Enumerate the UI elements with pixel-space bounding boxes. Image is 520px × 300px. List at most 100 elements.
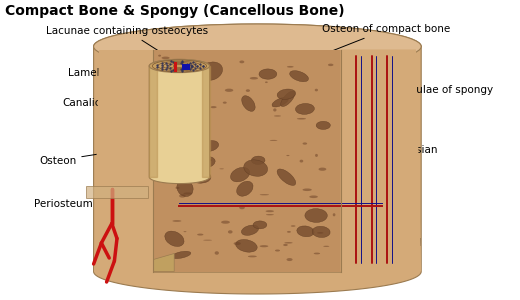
Ellipse shape bbox=[219, 168, 224, 169]
Text: Haversian
canal: Haversian canal bbox=[349, 145, 437, 167]
Ellipse shape bbox=[297, 226, 314, 237]
Ellipse shape bbox=[287, 66, 294, 68]
Ellipse shape bbox=[188, 155, 194, 157]
Ellipse shape bbox=[165, 111, 171, 112]
Ellipse shape bbox=[242, 96, 255, 111]
Ellipse shape bbox=[185, 148, 205, 164]
Ellipse shape bbox=[303, 142, 307, 145]
Ellipse shape bbox=[316, 121, 330, 129]
Ellipse shape bbox=[265, 81, 268, 83]
Ellipse shape bbox=[266, 214, 274, 215]
Ellipse shape bbox=[228, 230, 232, 234]
Ellipse shape bbox=[203, 240, 212, 241]
Ellipse shape bbox=[233, 242, 241, 245]
Ellipse shape bbox=[290, 71, 308, 82]
Ellipse shape bbox=[287, 258, 293, 261]
Polygon shape bbox=[94, 24, 421, 294]
Text: Periosteum: Periosteum bbox=[34, 192, 119, 209]
Ellipse shape bbox=[287, 231, 291, 233]
Ellipse shape bbox=[287, 155, 290, 156]
Ellipse shape bbox=[186, 100, 189, 104]
Ellipse shape bbox=[333, 213, 335, 216]
Ellipse shape bbox=[241, 225, 258, 236]
Text: Lamellae: Lamellae bbox=[68, 68, 139, 83]
Ellipse shape bbox=[273, 108, 277, 112]
Ellipse shape bbox=[158, 55, 161, 57]
Ellipse shape bbox=[193, 80, 209, 97]
Ellipse shape bbox=[274, 115, 281, 117]
Ellipse shape bbox=[197, 157, 215, 168]
Polygon shape bbox=[86, 186, 148, 198]
Text: Volkmann's canal: Volkmann's canal bbox=[326, 212, 422, 248]
Ellipse shape bbox=[315, 89, 318, 92]
Ellipse shape bbox=[175, 187, 179, 189]
Ellipse shape bbox=[184, 231, 187, 232]
Ellipse shape bbox=[259, 69, 277, 79]
Text: Lacunae containing osteocytes: Lacunae containing osteocytes bbox=[46, 26, 209, 65]
Ellipse shape bbox=[184, 192, 192, 195]
Ellipse shape bbox=[251, 156, 265, 164]
Ellipse shape bbox=[223, 102, 227, 104]
Bar bbox=[182, 64, 190, 70]
Text: Trabeculae of spongy
bone: Trabeculae of spongy bone bbox=[316, 85, 493, 107]
Ellipse shape bbox=[221, 220, 230, 224]
Ellipse shape bbox=[270, 140, 277, 141]
Ellipse shape bbox=[187, 131, 194, 133]
Ellipse shape bbox=[189, 170, 211, 183]
Ellipse shape bbox=[166, 91, 169, 93]
Ellipse shape bbox=[284, 242, 293, 244]
Ellipse shape bbox=[275, 250, 280, 251]
Polygon shape bbox=[149, 59, 210, 184]
Polygon shape bbox=[149, 66, 157, 177]
Ellipse shape bbox=[192, 104, 201, 106]
Ellipse shape bbox=[162, 57, 170, 59]
Ellipse shape bbox=[172, 251, 191, 259]
Ellipse shape bbox=[215, 251, 219, 255]
Ellipse shape bbox=[173, 220, 181, 222]
Polygon shape bbox=[153, 254, 174, 272]
Ellipse shape bbox=[166, 146, 193, 162]
Ellipse shape bbox=[266, 210, 274, 212]
Ellipse shape bbox=[149, 59, 210, 73]
Ellipse shape bbox=[203, 159, 212, 161]
Polygon shape bbox=[153, 50, 341, 272]
Ellipse shape bbox=[319, 168, 327, 171]
Ellipse shape bbox=[175, 101, 197, 113]
Text: Osteon: Osteon bbox=[39, 146, 139, 166]
Ellipse shape bbox=[199, 62, 223, 80]
Ellipse shape bbox=[225, 88, 233, 92]
Ellipse shape bbox=[248, 256, 257, 257]
Ellipse shape bbox=[165, 231, 184, 247]
Ellipse shape bbox=[315, 154, 318, 157]
Ellipse shape bbox=[244, 160, 268, 176]
Ellipse shape bbox=[295, 103, 315, 114]
Ellipse shape bbox=[281, 91, 295, 106]
Ellipse shape bbox=[162, 106, 168, 109]
Text: Osteon of compact bone: Osteon of compact bone bbox=[297, 25, 451, 65]
Ellipse shape bbox=[250, 77, 258, 80]
Ellipse shape bbox=[312, 226, 330, 238]
Ellipse shape bbox=[94, 24, 421, 69]
Ellipse shape bbox=[291, 225, 295, 227]
Ellipse shape bbox=[305, 208, 327, 222]
Ellipse shape bbox=[236, 239, 257, 252]
Ellipse shape bbox=[300, 160, 303, 163]
Ellipse shape bbox=[283, 244, 288, 246]
Text: Compact Bone & Spongy (Cancellous Bone): Compact Bone & Spongy (Cancellous Bone) bbox=[5, 4, 345, 19]
Ellipse shape bbox=[237, 181, 253, 196]
Ellipse shape bbox=[246, 89, 250, 92]
Ellipse shape bbox=[309, 195, 318, 198]
Polygon shape bbox=[202, 66, 210, 177]
Ellipse shape bbox=[277, 169, 296, 185]
Polygon shape bbox=[341, 50, 421, 272]
Ellipse shape bbox=[230, 167, 250, 182]
Ellipse shape bbox=[277, 89, 296, 99]
Ellipse shape bbox=[253, 221, 267, 229]
Ellipse shape bbox=[211, 106, 217, 108]
Ellipse shape bbox=[177, 179, 193, 197]
Ellipse shape bbox=[179, 194, 186, 198]
Ellipse shape bbox=[303, 188, 312, 191]
Ellipse shape bbox=[317, 232, 323, 234]
Ellipse shape bbox=[272, 98, 288, 107]
Ellipse shape bbox=[159, 154, 166, 156]
